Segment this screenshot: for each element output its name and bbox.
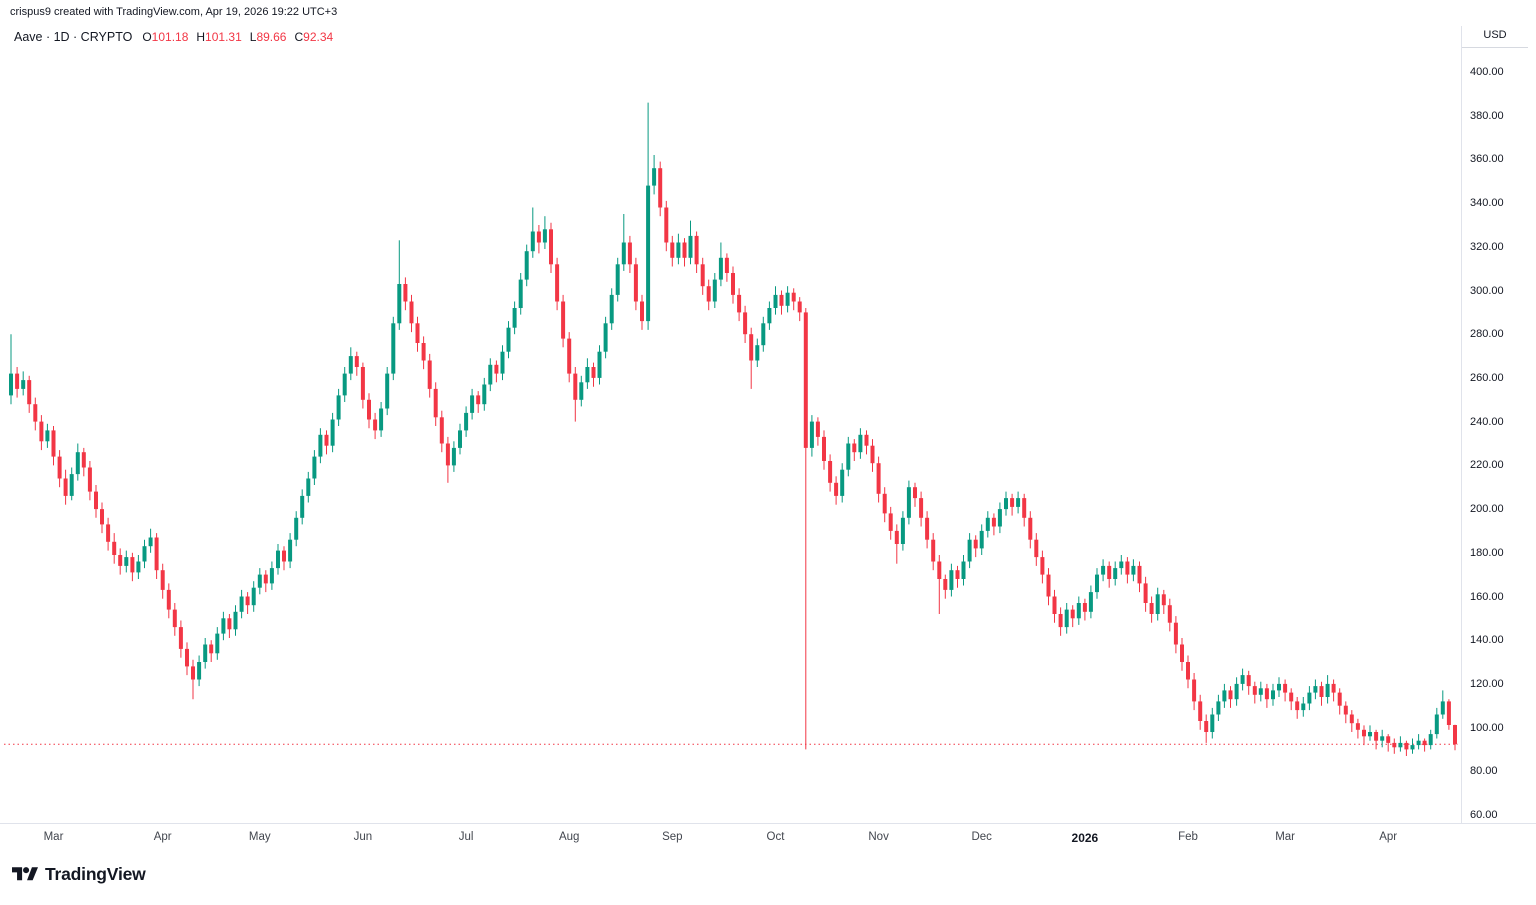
price-axis-label: 380.00 (1470, 109, 1504, 122)
price-axis-label: 220.00 (1470, 459, 1504, 472)
tradingview-logo[interactable]: TradingView (12, 864, 146, 885)
price-axis-label: 60.00 (1470, 809, 1498, 821)
low-value: L89.66 (249, 30, 287, 44)
price-axis-label: 80.00 (1470, 765, 1498, 778)
price-axis-label: 360.00 (1470, 153, 1504, 166)
close-value: C92.34 (294, 30, 334, 44)
time-axis-label: Jul (458, 831, 474, 843)
time-axis-label: Nov (868, 831, 889, 843)
time-axis-label: Mar (1275, 831, 1295, 843)
price-axis-label: 160.00 (1470, 590, 1504, 603)
time-axis-label: Apr (1379, 831, 1398, 843)
price-axis-label: 340.00 (1470, 197, 1504, 210)
symbol-title[interactable]: Aave · 1D · CRYPTO (14, 30, 133, 44)
currency-toggle[interactable]: USD (1462, 26, 1528, 48)
symbol-legend: Aave · 1D · CRYPTO O101.18 H101.31 L89.6… (14, 30, 333, 44)
time-axis-label: Dec (971, 831, 992, 843)
price-axis-label: 400.00 (1470, 66, 1504, 78)
open-value: O101.18 (142, 30, 189, 44)
time-axis-label: Jun (353, 831, 373, 843)
high-value: H101.31 (196, 30, 242, 44)
price-axis-label: 140.00 (1470, 634, 1504, 647)
time-axis[interactable]: Mar Apr May Jun Jul Aug Sep Oct Nov Dec 2026 Feb Mar… (0, 824, 1461, 854)
price-axis-label: 120.00 (1470, 677, 1504, 690)
price-axis-label: 320.00 (1470, 240, 1504, 253)
price-axis-label: 180.00 (1470, 546, 1504, 559)
time-axis-label: Aug (558, 831, 580, 843)
time-axis-label: Mar (43, 831, 64, 843)
price-axis-label: 100.00 (1470, 721, 1504, 734)
tradingview-logo-text: TradingView (45, 864, 146, 884)
time-axis-label: Sep (662, 831, 683, 843)
tradingview-logo-icon (12, 867, 38, 881)
price-axis-label: 300.00 (1470, 284, 1504, 297)
time-axis-label: May (248, 831, 271, 843)
time-axis-label: 2026 (1071, 831, 1099, 845)
price-axis-label: 280.00 (1470, 328, 1504, 341)
time-axis-label: Oct (766, 831, 785, 843)
price-axis-label: 200.00 (1470, 503, 1504, 516)
time-axis-label: Apr (153, 831, 172, 843)
ohlc-values: O101.18 H101.31 L89.66 C92.34 (142, 30, 333, 44)
attribution-text: crispus9 created with TradingView.com, A… (10, 6, 338, 18)
price-axis[interactable]: USD 400.00 380.00 360.00 340.00 320.00 300.00… (1462, 0, 1536, 823)
price-axis-label: 240.00 (1470, 415, 1504, 428)
time-axis-label: Feb (1178, 831, 1198, 843)
price-axis-label: 260.00 (1470, 371, 1504, 384)
